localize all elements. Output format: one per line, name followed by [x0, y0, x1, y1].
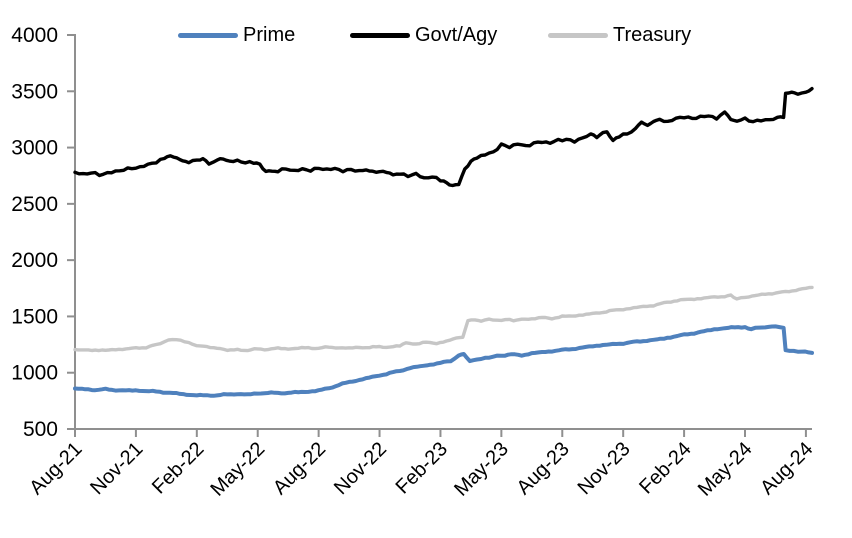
y-tick-label: 1000 — [11, 362, 58, 385]
series-line-prime — [73, 324, 814, 398]
x-tick-label: Feb-22 — [148, 438, 208, 498]
series-line-govt-agy — [73, 86, 814, 188]
legend-item-prime: Prime — [178, 24, 295, 46]
y-tick-label: 2000 — [11, 249, 58, 272]
legend-label-treasury: Treasury — [613, 24, 692, 46]
govt-agy-line-swatch — [350, 32, 410, 38]
chart-legend: Prime Govt/Agy Treasury — [0, 0, 852, 52]
x-tick-label: Aug-22 — [269, 438, 330, 499]
x-tick-label: May-24 — [694, 438, 757, 501]
x-tick-label: May-22 — [207, 438, 270, 501]
y-tick-label: 3000 — [11, 137, 58, 160]
y-tick-label: 3500 — [11, 80, 58, 103]
legend-label-prime: Prime — [243, 24, 296, 46]
legend-item-govt-agy: Govt/Agy — [350, 24, 497, 46]
x-tick-label: May-23 — [450, 438, 513, 501]
x-tick-label: Aug-21 — [25, 438, 86, 499]
treasury-line-swatch — [548, 32, 608, 38]
x-tick-label: Nov-23 — [574, 438, 635, 499]
series-line-treasury — [73, 285, 814, 353]
prime-line-swatch — [178, 32, 238, 38]
x-tick-label: Nov-22 — [330, 438, 391, 499]
y-tick-label: 1500 — [11, 305, 58, 328]
y-tick-label: 500 — [23, 418, 58, 441]
legend-item-treasury: Treasury — [548, 24, 691, 46]
x-tick-label: Feb-24 — [635, 438, 695, 498]
x-tick-label: Aug-24 — [756, 438, 817, 499]
x-tick-label: Feb-23 — [392, 438, 452, 498]
x-tick-label: Aug-23 — [513, 438, 574, 499]
y-tick-label: 2500 — [11, 193, 58, 216]
y-tick-label: 4000 — [11, 24, 58, 47]
legend-label-govt-agy: Govt/Agy — [415, 24, 498, 46]
x-tick-label: Nov-21 — [86, 438, 147, 499]
